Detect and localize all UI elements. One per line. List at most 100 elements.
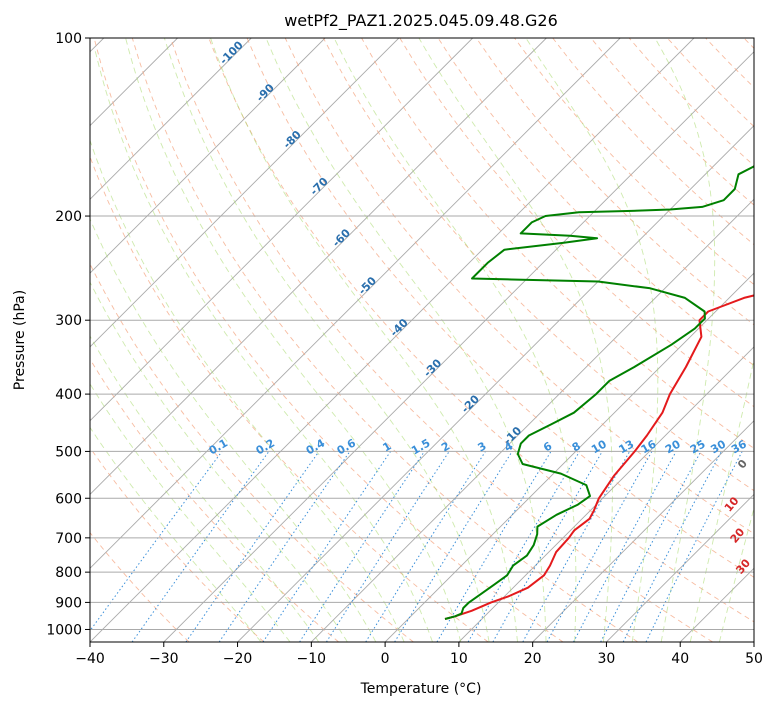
series-layer bbox=[444, 165, 754, 620]
y-tick-label: 800 bbox=[55, 565, 82, 581]
dry-adiabat-line bbox=[90, 155, 489, 642]
mixing-ratio-line bbox=[600, 451, 702, 642]
isotherm-line bbox=[90, 38, 474, 422]
moist-adiabat-line bbox=[718, 506, 754, 642]
moist-adiabat-label: 40 bbox=[757, 584, 775, 604]
mixing-ratio-line bbox=[645, 451, 743, 642]
mixing-ratio-line bbox=[90, 451, 223, 632]
x-tick-label: 50 bbox=[745, 651, 763, 667]
isotherm-label: -90 bbox=[254, 81, 277, 104]
y-tick-label: 100 bbox=[55, 31, 82, 47]
moist-adiabat-line bbox=[210, 38, 518, 642]
y-tick-label: 500 bbox=[55, 444, 82, 460]
mixing-ratio-line bbox=[467, 451, 581, 642]
isotherm-line bbox=[310, 198, 754, 642]
mixing-ratio-label: 0.1 bbox=[207, 436, 230, 457]
temperature-line bbox=[444, 294, 754, 620]
y-axis-label: Pressure (hPa) bbox=[12, 290, 28, 390]
x-axis-label: Temperature (°C) bbox=[360, 681, 482, 697]
mixing-ratio-label: 36 bbox=[729, 437, 749, 456]
isotherm-line bbox=[237, 124, 754, 642]
mixing-ratio-line bbox=[299, 451, 425, 642]
mixing-ratio-line bbox=[262, 451, 392, 642]
isotherm-line bbox=[90, 38, 326, 274]
mixing-ratio-label: 6 bbox=[541, 439, 554, 454]
dewpoint-line bbox=[444, 165, 754, 620]
isotherm-label: -50 bbox=[356, 274, 379, 297]
y-axis: 1000 900 800 700 600 500 400 300 200 100 bbox=[46, 31, 90, 638]
mixing-ratio-label: 0.6 bbox=[335, 436, 359, 457]
isotherm-label: -20 bbox=[459, 392, 482, 415]
isotherm-line bbox=[90, 38, 400, 348]
mixing-ratio-label: 0.4 bbox=[304, 436, 328, 457]
y-tick-label: 900 bbox=[55, 595, 82, 611]
mixing-ratio-label: 1 bbox=[380, 439, 393, 454]
isotherm-line bbox=[753, 641, 754, 642]
dry-adiabat-line bbox=[246, 38, 754, 578]
mixing-ratio-line bbox=[622, 451, 722, 642]
dry-adiabat-line bbox=[131, 38, 639, 642]
mixing-ratio-line bbox=[325, 451, 450, 642]
moist-adiabat-line bbox=[90, 335, 320, 642]
mixing-ratio-label: 30 bbox=[708, 437, 728, 456]
isotherm-line bbox=[90, 38, 547, 496]
y-tick-label: 600 bbox=[55, 491, 82, 507]
dry-adiabat-line bbox=[743, 38, 754, 49]
moist-adiabat-line bbox=[94, 50, 433, 642]
isotherm-line bbox=[679, 567, 754, 642]
isotherm-label: -60 bbox=[330, 226, 353, 249]
moist-adiabat-line bbox=[265, 38, 547, 642]
x-tick-label: −40 bbox=[75, 651, 105, 667]
moist-adiabat-line bbox=[90, 217, 377, 642]
dry-adiabat-line bbox=[90, 531, 190, 642]
moist-adiabat-label: 10 bbox=[722, 494, 742, 514]
x-axis: −40 −30 −20 −10 0 10 20 30 40 50 bbox=[75, 642, 763, 667]
x-tick-label: −10 bbox=[297, 651, 327, 667]
dry-adiabat-line bbox=[90, 263, 414, 642]
dry-adiabat-line bbox=[93, 38, 564, 642]
moist-adiabat-line bbox=[654, 38, 716, 642]
moist-adiabat-line bbox=[418, 38, 613, 642]
y-tick-label: 1000 bbox=[46, 622, 82, 638]
mixing-ratio-line bbox=[436, 451, 552, 642]
background-lines bbox=[90, 38, 754, 642]
mixing-ratio-label: 3 bbox=[475, 439, 488, 454]
y-tick-label: 200 bbox=[55, 209, 82, 225]
moist-adiabat-line bbox=[90, 281, 348, 642]
line-labels: -100-90-80-70-60-50-40-30-20-100.1 0.2 0.4… bbox=[207, 38, 775, 604]
dry-adiabat-line bbox=[514, 38, 754, 286]
mixing-ratio-line bbox=[546, 451, 653, 642]
isotherm-line bbox=[458, 346, 754, 642]
x-tick-label: −30 bbox=[149, 651, 179, 667]
isotherm-label: -70 bbox=[308, 175, 331, 198]
x-tick-label: 20 bbox=[524, 651, 542, 667]
isotherm-label: -40 bbox=[388, 316, 411, 339]
moist-adiabat-line bbox=[163, 38, 490, 642]
dry-adiabat-line bbox=[361, 38, 754, 449]
mixing-ratio-line bbox=[394, 451, 513, 642]
isotherm-line bbox=[532, 420, 754, 642]
isotherm-line bbox=[163, 51, 754, 642]
y-tick-label: 300 bbox=[55, 313, 82, 329]
moist-adiabat-line bbox=[525, 38, 659, 642]
mixing-ratio-label: 20 bbox=[663, 437, 683, 456]
mixing-ratio-label: 25 bbox=[688, 438, 708, 457]
plot-frame bbox=[89, 37, 755, 643]
chart-title: wetPf2_PAZ1.2025.045.09.48.G26 bbox=[284, 11, 558, 31]
mixing-ratio-line bbox=[185, 451, 320, 642]
mixing-ratio-line bbox=[131, 451, 270, 642]
dry-adiabat-line bbox=[208, 38, 754, 623]
isotherm-line bbox=[384, 272, 754, 642]
isotherm-line bbox=[90, 38, 252, 200]
mixing-ratio-line bbox=[522, 451, 631, 642]
isotherm-label: -100 bbox=[217, 38, 246, 67]
moist-adiabat-label: 0 bbox=[735, 457, 750, 471]
mixing-ratio-label: 1.5 bbox=[409, 436, 432, 457]
pressure-grid bbox=[90, 38, 754, 630]
dry-adiabat-line bbox=[705, 38, 754, 88]
dry-adiabat-line bbox=[170, 38, 713, 642]
x-tick-label: 40 bbox=[671, 651, 689, 667]
isotherm-label: -30 bbox=[421, 356, 444, 379]
mixing-ratio-label: 8 bbox=[570, 439, 583, 454]
